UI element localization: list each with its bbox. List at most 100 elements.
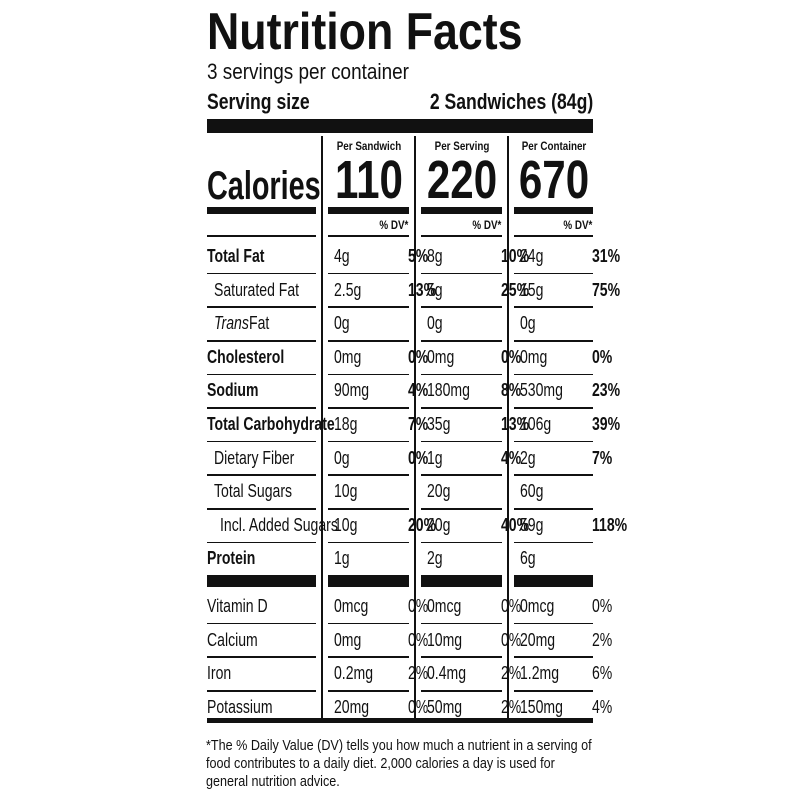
vitamin-name: Calcium bbox=[207, 629, 258, 650]
daily-value: 39% bbox=[592, 414, 621, 434]
amount: 20g bbox=[427, 481, 451, 502]
amount: 15g bbox=[520, 279, 544, 300]
daily-value: 2% bbox=[592, 629, 613, 650]
amount: 0mcg bbox=[520, 596, 555, 616]
rule bbox=[421, 656, 502, 658]
rule bbox=[328, 541, 409, 544]
rule bbox=[207, 373, 316, 376]
amount: 0mg bbox=[334, 629, 362, 650]
rule bbox=[207, 340, 316, 342]
rule bbox=[514, 541, 593, 544]
amount: 0mg bbox=[520, 346, 548, 367]
dv-heading: % DV* bbox=[472, 218, 501, 232]
nutrient-name: Dietary Fiber bbox=[214, 447, 295, 468]
medium-bar bbox=[514, 207, 593, 214]
daily-value: 13% bbox=[408, 279, 437, 300]
vitamin-name: Iron bbox=[207, 663, 232, 684]
daily-value: 0% bbox=[408, 629, 429, 650]
footnote: food contributes to a daily diet. 2,000 … bbox=[206, 754, 555, 772]
footnote: general nutrition advice. bbox=[206, 772, 340, 790]
medium-bar bbox=[207, 207, 316, 214]
column-divider bbox=[507, 136, 509, 718]
daily-value: 25% bbox=[501, 279, 530, 300]
medium-bar bbox=[328, 207, 409, 214]
bottom-bar bbox=[207, 718, 593, 723]
rule bbox=[514, 440, 593, 443]
daily-value: 20% bbox=[408, 514, 437, 535]
rule bbox=[328, 407, 409, 409]
rule bbox=[207, 508, 316, 510]
thick-bar bbox=[207, 119, 593, 133]
amount: 180mg bbox=[427, 380, 470, 401]
dv-heading: % DV* bbox=[379, 218, 408, 232]
daily-value: 40% bbox=[501, 514, 530, 535]
daily-value: 0% bbox=[501, 346, 522, 367]
amount: 0mcg bbox=[334, 596, 369, 616]
rule bbox=[514, 690, 593, 692]
rule bbox=[328, 306, 409, 308]
amount: 0mcg bbox=[427, 596, 462, 616]
nutrient-name-italic: Trans bbox=[214, 313, 249, 334]
nutrient-name: Total Fat bbox=[207, 246, 265, 266]
amount: 59g bbox=[520, 514, 544, 535]
rule bbox=[421, 541, 502, 544]
rule bbox=[328, 373, 409, 376]
daily-value: 23% bbox=[592, 380, 621, 401]
daily-value: 8% bbox=[501, 380, 522, 401]
rule bbox=[328, 272, 409, 275]
amount: 6g bbox=[520, 548, 536, 569]
daily-value: 31% bbox=[592, 246, 621, 266]
nutrient-name: Total Sugars bbox=[214, 481, 293, 502]
amount: 0mg bbox=[334, 346, 362, 367]
daily-value: 2% bbox=[501, 663, 522, 684]
amount: 1.2mg bbox=[520, 663, 560, 684]
daily-value: 4% bbox=[501, 447, 522, 468]
rule bbox=[421, 235, 502, 237]
rule bbox=[207, 235, 316, 237]
rule bbox=[328, 656, 409, 658]
nutrient-name: Incl. Added Sugars bbox=[220, 514, 338, 535]
amount: 2g bbox=[520, 447, 536, 468]
amount: 35g bbox=[427, 414, 451, 434]
nutrient-name: Fat bbox=[249, 313, 270, 334]
vitamin-name: Potassium bbox=[207, 696, 273, 717]
amount: 10g bbox=[334, 481, 358, 502]
daily-value: 0% bbox=[408, 596, 429, 616]
rule bbox=[207, 541, 316, 544]
amount: 18g bbox=[334, 414, 358, 434]
nutrient-name: Total Carbohydrate bbox=[207, 414, 335, 434]
column-divider bbox=[321, 136, 323, 718]
rule bbox=[514, 373, 593, 376]
calories-value: 220 bbox=[426, 150, 497, 210]
dv-heading: % DV* bbox=[563, 218, 592, 232]
daily-value: 0% bbox=[501, 629, 522, 650]
column-heading: Per Serving bbox=[434, 139, 489, 153]
rule bbox=[421, 340, 502, 342]
rule bbox=[421, 440, 502, 443]
thick-bar bbox=[421, 575, 502, 587]
nutrient-name: Protein bbox=[207, 548, 256, 569]
amount: 90mg bbox=[334, 380, 370, 401]
rule bbox=[328, 474, 409, 476]
amount: 20mg bbox=[334, 696, 370, 717]
amount: 150mg bbox=[520, 696, 563, 717]
calories-value: 670 bbox=[518, 150, 589, 210]
amount: 1g bbox=[334, 548, 350, 569]
amount: 106g bbox=[520, 414, 552, 434]
daily-value: 4% bbox=[592, 696, 613, 717]
rule bbox=[207, 440, 316, 443]
rule bbox=[514, 306, 593, 308]
rule bbox=[328, 235, 409, 237]
serving-size-label: Serving size bbox=[207, 89, 310, 114]
rule bbox=[421, 622, 502, 625]
amount: 0g bbox=[334, 447, 350, 468]
rule bbox=[328, 340, 409, 342]
daily-value: 0% bbox=[501, 596, 522, 616]
daily-value: 6% bbox=[592, 663, 613, 684]
servings: 3 servings per container bbox=[207, 59, 409, 84]
thick-bar bbox=[328, 575, 409, 587]
amount: 0g bbox=[520, 313, 536, 334]
thick-bar bbox=[514, 575, 593, 587]
serving-size-value: 2 Sandwiches (84g) bbox=[429, 89, 593, 114]
rule bbox=[514, 622, 593, 625]
